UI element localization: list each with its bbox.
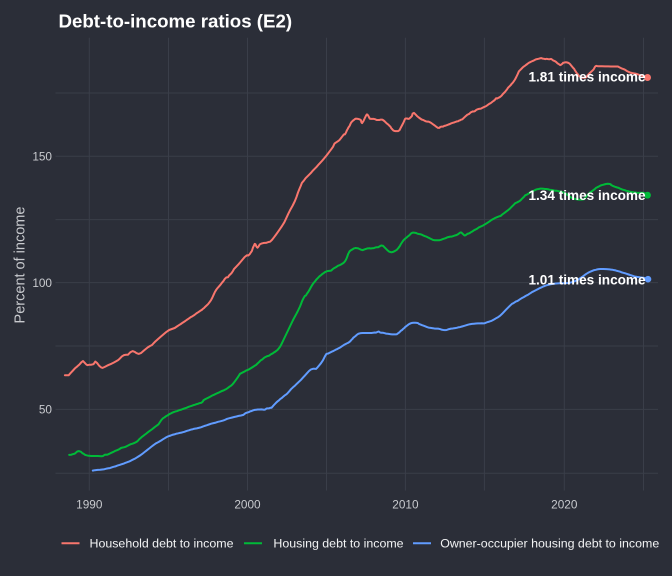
svg-text:Housing debt to income: Housing debt to income (273, 537, 403, 551)
svg-text:50: 50 (39, 403, 53, 417)
svg-text:2000: 2000 (234, 497, 261, 511)
svg-text:150: 150 (32, 150, 52, 164)
svg-text:Percent of income: Percent of income (13, 207, 29, 324)
svg-text:Household debt to income: Household debt to income (90, 537, 234, 551)
svg-text:Debt-to-income ratios (E2): Debt-to-income ratios (E2) (59, 11, 293, 32)
svg-text:2020: 2020 (551, 497, 578, 511)
svg-text:Owner-occupier housing debt to: Owner-occupier housing debt to income (440, 537, 659, 551)
svg-text:100: 100 (32, 276, 52, 290)
svg-text:1990: 1990 (76, 497, 103, 511)
svg-text:1.34 times income: 1.34 times income (528, 188, 646, 203)
svg-text:1.81 times income: 1.81 times income (528, 70, 646, 85)
svg-text:2010: 2010 (392, 497, 419, 511)
svg-text:1.01 times income: 1.01 times income (528, 273, 646, 288)
